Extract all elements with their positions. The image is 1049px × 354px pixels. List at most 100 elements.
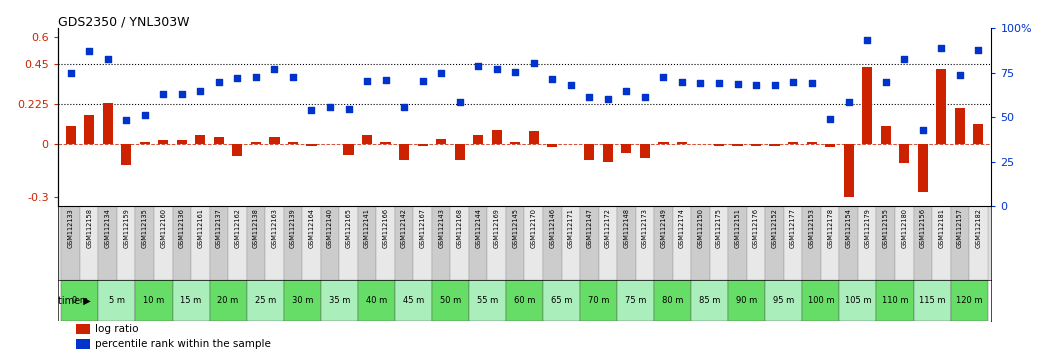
Bar <box>343 144 354 154</box>
Text: 120 m: 120 m <box>956 296 982 305</box>
Text: GSM112143: GSM112143 <box>438 208 444 248</box>
Bar <box>394 206 413 280</box>
Text: GSM112173: GSM112173 <box>642 208 648 248</box>
Bar <box>121 144 131 165</box>
Bar <box>228 206 247 280</box>
Text: GSM112171: GSM112171 <box>568 208 574 248</box>
Bar <box>62 206 80 280</box>
Bar <box>617 206 636 280</box>
Point <box>340 106 357 112</box>
Bar <box>302 206 321 280</box>
Bar <box>506 206 524 280</box>
Bar <box>710 206 728 280</box>
Bar <box>603 144 613 162</box>
Point <box>599 96 616 102</box>
Bar <box>450 206 469 280</box>
Text: GSM112156: GSM112156 <box>920 208 926 248</box>
Bar <box>77 339 90 349</box>
Text: GSM112150: GSM112150 <box>698 208 704 248</box>
Bar <box>599 206 617 280</box>
Text: GSM112172: GSM112172 <box>605 208 611 248</box>
Bar <box>529 131 539 144</box>
Bar <box>265 206 283 280</box>
Point <box>303 107 320 113</box>
Point <box>155 91 172 97</box>
Text: GSM112159: GSM112159 <box>123 208 129 248</box>
Bar <box>728 206 747 280</box>
Bar <box>247 280 283 321</box>
Bar <box>195 135 206 144</box>
Bar <box>488 206 506 280</box>
Point <box>81 48 98 54</box>
Text: GSM112147: GSM112147 <box>586 208 593 248</box>
Bar <box>214 137 223 144</box>
Bar <box>492 130 501 144</box>
Point <box>840 99 857 105</box>
Bar <box>714 144 724 145</box>
Point <box>543 76 560 82</box>
Point <box>859 38 876 43</box>
Bar <box>543 206 561 280</box>
Text: GSM112169: GSM112169 <box>494 208 499 248</box>
Bar <box>936 69 946 144</box>
Text: GSM112133: GSM112133 <box>68 208 73 248</box>
Text: 90 m: 90 m <box>736 296 757 305</box>
Bar <box>117 206 135 280</box>
Text: GSM112161: GSM112161 <box>197 208 204 248</box>
Bar <box>210 206 228 280</box>
Bar <box>747 206 766 280</box>
Text: 0 m: 0 m <box>72 296 88 305</box>
Point <box>136 112 153 118</box>
Bar <box>358 206 377 280</box>
Bar <box>339 206 358 280</box>
Text: GSM112160: GSM112160 <box>160 208 167 248</box>
Text: GSM112176: GSM112176 <box>753 208 759 248</box>
Bar <box>899 144 909 164</box>
Point <box>766 82 783 88</box>
Text: percentile rank within the sample: percentile rank within the sample <box>95 339 271 349</box>
Bar <box>659 142 668 144</box>
Text: 10 m: 10 m <box>144 296 165 305</box>
Bar <box>436 138 446 144</box>
Point <box>821 116 838 122</box>
Point <box>173 91 190 97</box>
Text: 110 m: 110 m <box>882 296 908 305</box>
Bar <box>802 280 839 321</box>
Text: GSM112141: GSM112141 <box>364 208 370 248</box>
Bar <box>172 206 191 280</box>
Bar <box>454 144 465 160</box>
Point <box>322 104 339 109</box>
Bar <box>154 206 172 280</box>
Text: 40 m: 40 m <box>366 296 387 305</box>
Text: GSM112135: GSM112135 <box>142 208 148 248</box>
Bar <box>172 280 210 321</box>
Bar <box>751 144 762 145</box>
Point <box>785 79 801 85</box>
Bar <box>140 142 150 144</box>
Text: GSM112152: GSM112152 <box>772 208 777 248</box>
Bar <box>99 206 117 280</box>
Bar <box>732 144 743 145</box>
Bar <box>432 280 469 321</box>
Text: GSM112168: GSM112168 <box>456 208 463 248</box>
Point <box>470 63 487 69</box>
Bar <box>821 206 839 280</box>
Text: GSM112177: GSM112177 <box>790 208 796 248</box>
Bar <box>858 206 877 280</box>
Text: GSM112137: GSM112137 <box>216 208 221 248</box>
Text: 75 m: 75 m <box>625 296 646 305</box>
Bar <box>950 206 969 280</box>
Bar <box>432 206 450 280</box>
Bar <box>191 206 210 280</box>
Point <box>748 82 765 88</box>
Bar <box>469 206 488 280</box>
Bar <box>895 206 914 280</box>
Bar <box>377 206 394 280</box>
Text: GDS2350 / YNL303W: GDS2350 / YNL303W <box>58 15 189 28</box>
Point <box>951 72 968 78</box>
Point <box>618 88 635 93</box>
Text: 50 m: 50 m <box>440 296 461 305</box>
Bar <box>826 144 835 147</box>
Text: GSM112179: GSM112179 <box>864 208 871 248</box>
Point <box>562 82 579 88</box>
